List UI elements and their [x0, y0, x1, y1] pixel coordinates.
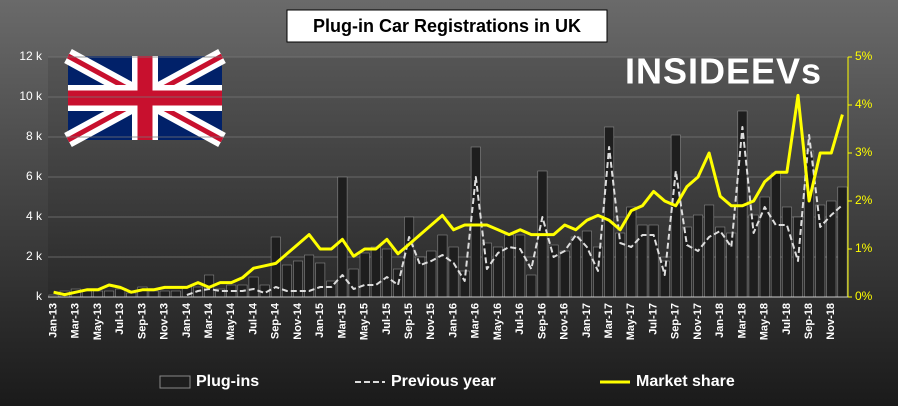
- bar: [437, 234, 448, 298]
- legend-label: Previous year: [391, 373, 496, 390]
- bar: [404, 216, 415, 298]
- y-tick-label: k: [36, 289, 43, 303]
- y-tick-label: 10 k: [19, 89, 43, 103]
- bar: [559, 250, 570, 298]
- x-tick-label: Jul-17: [647, 303, 659, 335]
- bar: [837, 186, 848, 298]
- series-line: [53, 93, 844, 297]
- x-tick-label: Jan-13: [47, 303, 59, 338]
- x-tick-label: Nov-17: [692, 303, 704, 340]
- bar: [159, 290, 170, 298]
- bar: [548, 244, 559, 298]
- x-tick-label: May-18: [759, 303, 771, 340]
- x-tick-label: Sep-13: [136, 303, 148, 339]
- bar: [526, 274, 537, 298]
- bar: [770, 172, 781, 298]
- x-tick-label: May-13: [92, 303, 104, 340]
- bar: [670, 134, 681, 298]
- x-tick-label: Sep-14: [270, 302, 282, 339]
- y-tick-label: 4 k: [26, 209, 43, 223]
- bar: [815, 204, 826, 298]
- x-tick-label: Nov-14: [292, 302, 304, 340]
- bar: [759, 196, 770, 298]
- y-tick-label: 12 k: [19, 49, 43, 63]
- y-tick-label: 8 k: [26, 129, 43, 143]
- bar: [515, 234, 526, 298]
- uk-flag: [64, 48, 226, 148]
- bar: [148, 290, 159, 298]
- x-tick-label: Jan-15: [314, 303, 326, 338]
- bar: [93, 290, 103, 298]
- bar: [370, 246, 381, 298]
- x-tick-label: May-15: [359, 303, 371, 340]
- x-tick-label: Sep-15: [403, 303, 415, 339]
- x-tick-label: Mar-14: [203, 302, 215, 338]
- x-tick-label: Mar-18: [736, 303, 748, 338]
- bar: [504, 234, 515, 298]
- x-tick-label: Jul-15: [381, 303, 393, 335]
- bar: [426, 250, 437, 298]
- x-tick-label: Sep-18: [803, 303, 815, 339]
- x-tick-label: May-16: [492, 303, 504, 340]
- x-tick-label: Mar-13: [70, 303, 82, 338]
- x-tick-label: Jul-13: [114, 303, 126, 335]
- y2-tick-label: 5%: [855, 49, 873, 63]
- y-tick-label: 2 k: [26, 249, 43, 263]
- x-tick-label: May-17: [625, 303, 637, 340]
- bar: [681, 226, 692, 298]
- chart-title: Plug-in Car Registrations in UK: [313, 16, 581, 36]
- bar: [781, 206, 792, 298]
- bar: [359, 252, 370, 298]
- x-tick-label: Jan-18: [714, 303, 726, 338]
- x-tick-label: Mar-17: [603, 303, 615, 338]
- bar: [626, 206, 637, 298]
- legend-label: Plug-ins: [196, 373, 259, 390]
- bar: [248, 276, 259, 298]
- bar: [381, 248, 392, 298]
- bar: [337, 176, 348, 298]
- y2-tick-label: 0%: [855, 289, 873, 303]
- title-box: [286, 9, 608, 43]
- x-tick-label: Mar-15: [336, 303, 348, 338]
- x-tick-label: Jan-14: [181, 302, 193, 338]
- y2-tick-label: 1%: [855, 241, 873, 255]
- y2-tick-label: 2%: [855, 193, 873, 207]
- bar: [281, 264, 292, 298]
- bar: [170, 290, 181, 298]
- series-line: [186, 126, 844, 296]
- x-tick-label: May-14: [225, 302, 237, 340]
- bar: [481, 242, 492, 298]
- legend-label: Market share: [636, 373, 735, 390]
- bar: [581, 230, 592, 298]
- x-tick-label: Nov-18: [825, 303, 837, 340]
- bar: [570, 236, 581, 298]
- y2-tick-label: 4%: [855, 97, 873, 111]
- x-tick-label: Jul-18: [781, 303, 793, 335]
- x-tick-label: Jan-16: [447, 303, 459, 338]
- x-tick-label: Nov-16: [559, 303, 571, 340]
- bar: [470, 146, 481, 298]
- x-tick-label: Nov-15: [425, 303, 437, 340]
- bar: [693, 214, 703, 298]
- x-tick-label: Nov-13: [159, 303, 171, 340]
- x-tick-label: Sep-16: [536, 303, 548, 339]
- bar: [448, 246, 459, 298]
- bar: [604, 126, 615, 298]
- x-tick-label: Jul-16: [514, 303, 526, 335]
- x-tick-label: Mar-16: [470, 303, 482, 338]
- legend-swatch: [159, 375, 191, 389]
- bar: [704, 204, 715, 298]
- bar: [348, 268, 359, 298]
- y2-tick-label: 3%: [855, 145, 873, 159]
- x-tick-label: Sep-17: [670, 303, 682, 339]
- bar: [315, 262, 326, 298]
- bar: [104, 290, 115, 298]
- x-tick-label: Jan-17: [581, 303, 593, 338]
- y-tick-label: 6 k: [26, 169, 43, 183]
- bar: [715, 226, 726, 298]
- x-tick-label: Jul-14: [247, 302, 259, 335]
